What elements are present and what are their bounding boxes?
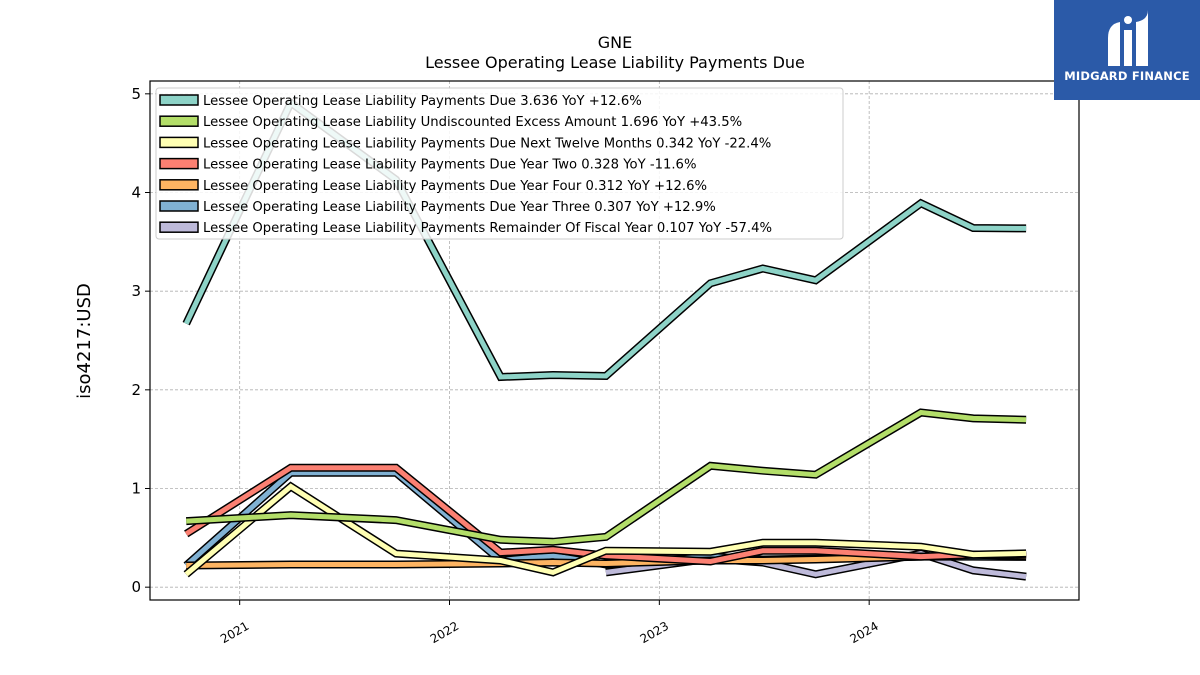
y-axis-label: iso4217:USD [74,283,95,399]
x-tick-label: 2024 [847,619,880,646]
plot-frame [149,80,1080,601]
legend: Lessee Operating Lease Liability Payment… [155,87,844,240]
legend-label: Lessee Operating Lease Liability Payment… [203,136,771,151]
legend-swatch [159,115,199,127]
brand-logo: MIDGARD FINANCE [1054,0,1200,100]
legend-label: Lessee Operating Lease Liability Payment… [203,94,642,109]
x-tick-label: 2023 [638,619,671,646]
brand-mark-icon [1108,10,1148,66]
series-line [184,483,1027,577]
legend-label: Lessee Operating Lease Liability Payment… [203,179,707,194]
series-outline [185,408,1027,546]
x-tick-label: 2022 [428,619,461,646]
legend-swatch [159,200,199,212]
legend-swatch [159,157,199,170]
y-tick-label: 5 [131,85,141,103]
y-tick-label: 4 [131,183,141,201]
y-tick-label: 0 [131,578,141,596]
series-line [186,409,1027,545]
legend-label: Lessee Operating Lease Liability Undisco… [203,115,742,130]
legend-label: Lessee Operating Lease Liability Payment… [203,158,696,173]
x-tick-label: 2021 [218,619,251,646]
legend-swatch [159,221,199,233]
y-tick-label: 3 [131,282,141,300]
series-line [184,465,1027,565]
brand-name: MIDGARD FINANCE [1064,69,1190,83]
legend-swatch [159,136,199,149]
legend-swatch [159,179,199,191]
legend-label: Lessee Operating Lease Liability Payment… [203,200,716,215]
series-lines [182,96,1027,581]
legend-box [155,87,844,240]
legend-label: Lessee Operating Lease Liability Payment… [203,221,772,236]
legend-swatch [159,94,199,106]
y-tick-label: 1 [131,480,141,498]
y-tick-label: 2 [131,381,141,399]
chart-title: GNE [598,33,632,52]
chart-subtitle: Lessee Operating Lease Liability Payment… [425,53,805,72]
